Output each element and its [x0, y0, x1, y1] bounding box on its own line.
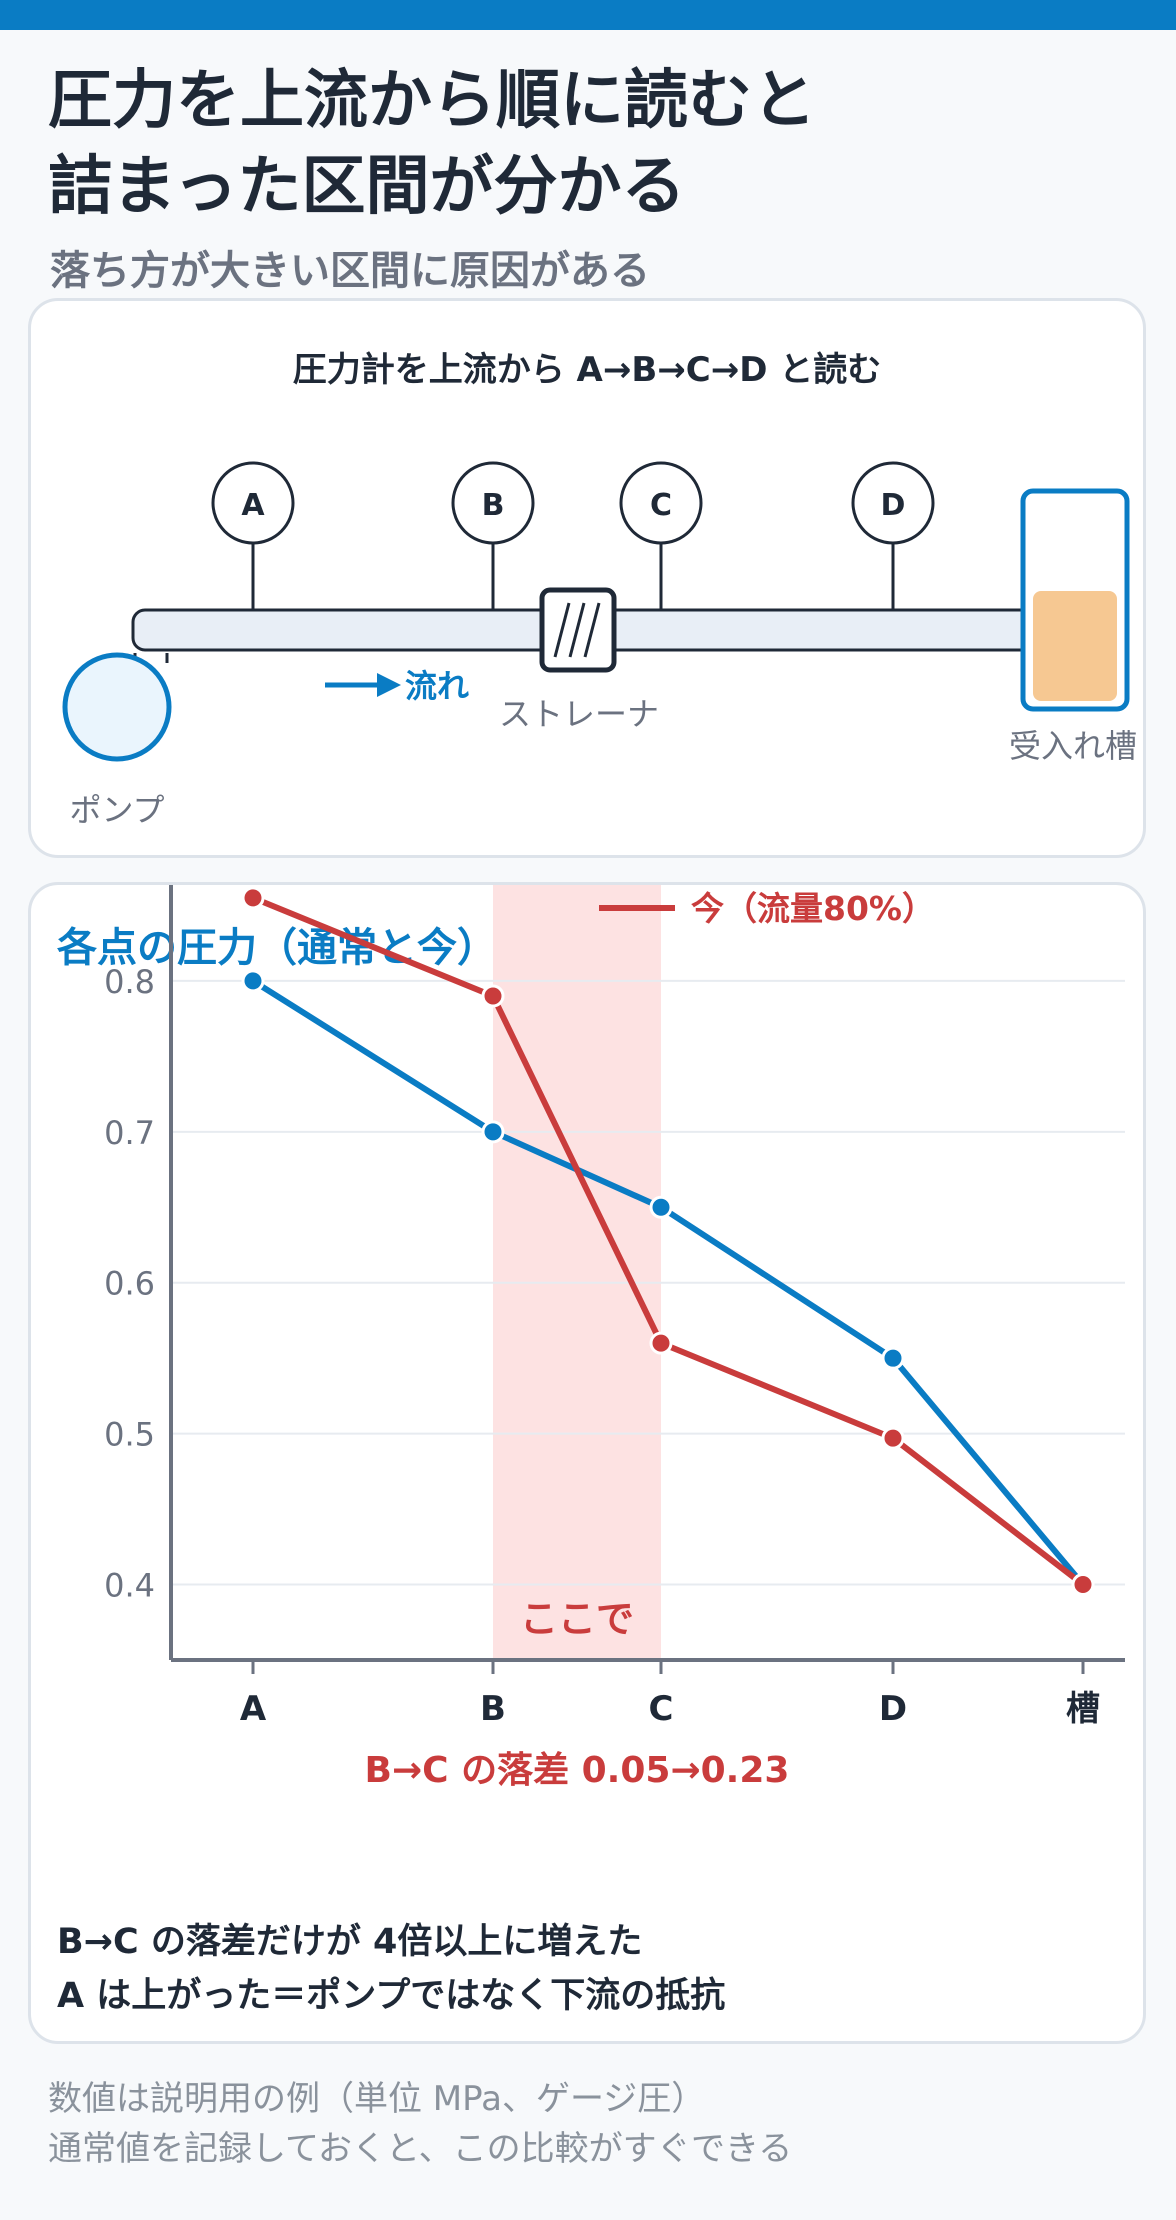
data-point: [881, 1346, 905, 1370]
x-tick-label: C: [649, 1689, 674, 1729]
summary-text: B→C の落差だけが 4倍以上に増えた A は上がった＝ポンプではなく下流の抵抗: [57, 1915, 725, 2023]
data-point: [649, 1331, 673, 1355]
title-line-2: 詰まった区間が分かる: [48, 150, 686, 224]
title-line-1: 圧力を上流から順に読むと: [48, 64, 816, 138]
highlight-label: ここで: [520, 1597, 634, 1641]
footer-line-1: 数値は説明用の例（単位 MPa、ゲージ圧）: [48, 2079, 706, 2119]
footer-line-2: 通常値を記録しておくと、この比較がすぐできる: [48, 2129, 793, 2169]
footer-note: 数値は説明用の例（単位 MPa、ゲージ圧） 通常値を記録しておくと、この比較がす…: [48, 2074, 792, 2174]
pump-label: ポンプ: [69, 791, 164, 829]
flow-arrow-icon: [325, 673, 401, 697]
data-point: [1071, 1573, 1095, 1597]
diagram-heading: 圧力計を上流から A→B→C→D と読む: [293, 350, 882, 390]
drop-annotation: B→C の落差 0.05→0.23: [365, 1750, 790, 1791]
gauge-c-label: C: [650, 488, 672, 523]
flow-label: 流れ: [405, 667, 469, 705]
summary-line-2: A は上がった＝ポンプではなく下流の抵抗: [57, 1976, 726, 2016]
data-point: [481, 984, 505, 1008]
gauge-c: C: [619, 461, 703, 610]
y-tick-label: 0.5: [104, 1416, 155, 1454]
summary-line-1: B→C の落差だけが 4倍以上に増えた: [57, 1922, 643, 1962]
strainer-label: ストレーナ: [499, 695, 659, 733]
tank-label: 受入れ槽: [1009, 727, 1137, 765]
tank-icon: [1020, 488, 1130, 712]
data-point: [241, 969, 265, 993]
x-tick-label: B: [480, 1689, 506, 1729]
data-point: [649, 1195, 673, 1219]
piping-diagram-card: 圧力計を上流から A→B→C→D と読む ポンプ A B C D: [28, 298, 1146, 858]
gauge-d: D: [851, 461, 935, 610]
top-accent-bar: [0, 0, 1176, 30]
data-point: [481, 1120, 505, 1144]
pressure-chart-card: 各点の圧力（通常と今） ここで 0.90.80.70.60.50.4 MPaAB…: [28, 882, 1146, 2044]
y-tick-label: 0.8: [104, 963, 155, 1001]
legend-label: 今（流量80%）: [691, 889, 935, 928]
data-point: [881, 1426, 905, 1450]
page-title: 圧力を上流から順に読むと 詰まった区間が分かる: [48, 58, 1128, 230]
pressure-line-chart: ここで 0.90.80.70.60.50.4 MPaABCD槽 通常（流量100…: [104, 885, 1125, 1791]
highlight-band: [493, 885, 661, 1660]
gauge-d-label: D: [881, 488, 906, 523]
gauge-a: A: [211, 461, 295, 610]
series-line-1: [251, 895, 1085, 1587]
chart-heading: 各点の圧力（通常と今）: [57, 925, 497, 971]
page-subtitle: 落ち方が大きい区間に原因がある: [50, 248, 650, 294]
data-point: [241, 886, 265, 910]
gauge-b-label: B: [482, 488, 505, 523]
y-tick-label: 0.7: [104, 1114, 155, 1152]
y-tick-label: 0.4: [104, 1567, 155, 1605]
x-tick-label: A: [240, 1689, 267, 1729]
x-tick-label: 槽: [1066, 1689, 1100, 1729]
piping-diagram: 圧力計を上流から A→B→C→D と読む ポンプ A B C D: [62, 350, 1137, 829]
strainer-icon: [539, 587, 617, 673]
x-tick-label: D: [879, 1689, 907, 1729]
gauge-a-label: A: [241, 488, 265, 523]
gauge-b: B: [451, 461, 535, 610]
y-tick-label: 0.6: [104, 1265, 155, 1303]
pump-icon: [62, 652, 172, 762]
